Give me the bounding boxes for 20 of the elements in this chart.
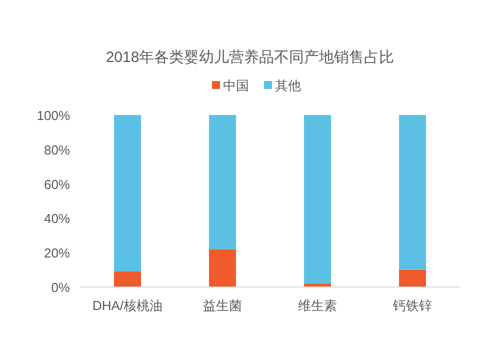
- x-tick-label: 维生素: [298, 298, 337, 313]
- bar: [114, 272, 141, 287]
- bar: [114, 115, 141, 272]
- chart-title: 2018年各类婴幼儿营养品不同产地销售占比: [106, 49, 394, 66]
- bar: [209, 115, 236, 250]
- y-tick-label: 80%: [44, 142, 70, 158]
- x-tick-label: DHA/核桃油: [92, 298, 163, 313]
- bar: [399, 270, 426, 287]
- x-tick-label: 钙铁锌: [392, 298, 432, 313]
- y-tick-label: 40%: [44, 211, 70, 226]
- y-tick-label: 60%: [44, 176, 70, 192]
- bar: [399, 115, 426, 270]
- legend-label: 其他: [275, 78, 301, 93]
- bar: [304, 115, 331, 284]
- legend-label: 中国: [223, 78, 249, 93]
- y-tick-label: 20%: [44, 246, 70, 261]
- bar: [209, 249, 236, 287]
- x-tick-label: 益生菌: [203, 298, 242, 313]
- y-tick-label: 0%: [51, 280, 70, 295]
- y-tick-label: 100%: [36, 108, 70, 123]
